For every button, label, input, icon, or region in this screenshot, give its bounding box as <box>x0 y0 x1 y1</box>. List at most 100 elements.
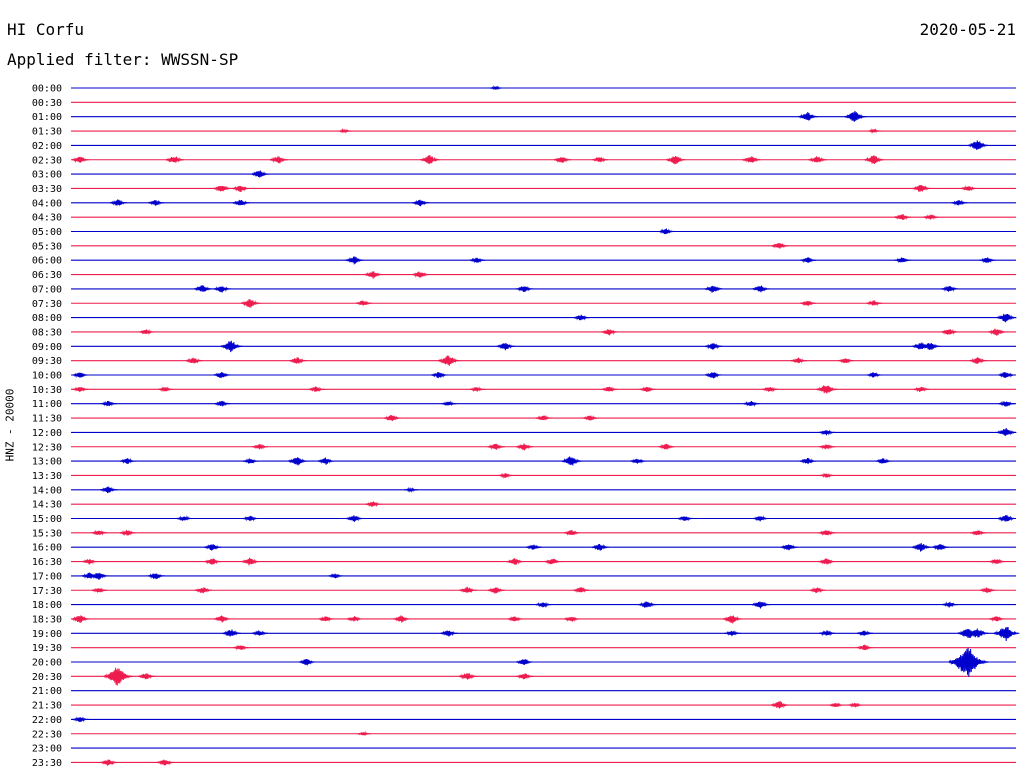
row-time-label: 19:30 <box>32 643 62 654</box>
seismic-event <box>637 601 657 608</box>
seismic-event <box>404 486 418 493</box>
seismic-event <box>506 616 524 622</box>
seismic-event <box>308 386 325 392</box>
seismic-event <box>469 257 486 264</box>
seismic-event <box>988 558 1006 565</box>
seismic-event <box>582 415 599 421</box>
seismic-event <box>844 110 867 122</box>
seismic-event <box>298 659 316 666</box>
row-time-label: 02:00 <box>32 141 62 152</box>
seismic-event <box>743 401 760 407</box>
seismic-event <box>704 285 723 293</box>
row-time-label: 07:00 <box>32 284 62 295</box>
seismic-event <box>440 630 458 637</box>
row-time-label: 06:00 <box>32 256 62 267</box>
seismic-event <box>591 544 609 551</box>
row-time-label: 10:30 <box>32 385 62 396</box>
seismic-event <box>563 616 580 622</box>
seismic-event <box>998 400 1015 407</box>
seismic-event <box>535 414 552 421</box>
seismic-event <box>365 501 382 508</box>
seismic-event <box>72 716 89 723</box>
seismic-event <box>430 372 449 379</box>
seismic-event <box>250 170 270 178</box>
seismic-event <box>515 286 534 293</box>
seismic-event <box>818 530 836 536</box>
seismic-event <box>864 155 885 165</box>
seismic-event <box>893 214 912 220</box>
seismic-event <box>138 328 155 335</box>
station-title: HI Corfu <box>7 20 85 39</box>
seismic-event <box>819 472 835 478</box>
seismic-event <box>515 443 534 451</box>
row-time-label: 18:00 <box>32 600 62 611</box>
row-time-label: 02:30 <box>32 155 62 166</box>
row-time-label: 20:30 <box>32 672 62 683</box>
row-time-label: 00:00 <box>32 84 62 95</box>
seismic-event <box>489 85 504 91</box>
seismic-event <box>790 357 807 364</box>
seismic-event <box>441 400 457 407</box>
row-time-label: 00:30 <box>32 98 62 109</box>
seismic-event <box>194 587 212 594</box>
row-time-label: 20:00 <box>32 658 62 669</box>
seismic-event <box>941 328 959 336</box>
seismic-event <box>269 156 289 164</box>
seismic-event <box>487 587 505 594</box>
seismic-event <box>392 615 411 623</box>
seismic-event <box>996 428 1017 436</box>
seismic-event <box>317 616 335 622</box>
seismic-event <box>193 285 213 292</box>
seismic-event <box>799 300 817 307</box>
row-time-label: 05:00 <box>32 227 62 238</box>
seismic-event <box>770 242 789 249</box>
row-time-label: 21:00 <box>32 686 62 697</box>
seismic-event <box>704 343 723 350</box>
filter-name: WWSSN-SP <box>161 50 239 69</box>
seismic-event <box>515 659 534 665</box>
row-time-label: 04:00 <box>32 198 62 209</box>
row-time-label: 01:00 <box>32 112 62 123</box>
row-time-label: 07:30 <box>32 299 62 310</box>
seismic-event <box>99 759 118 766</box>
seismic-event <box>89 572 109 580</box>
seismic-event <box>818 630 835 637</box>
seismic-event <box>437 355 461 366</box>
seismic-event <box>213 615 231 623</box>
seismic-event <box>573 314 590 321</box>
filter-label: Applied filter: <box>7 50 152 69</box>
row-time-label: 09:30 <box>32 356 62 367</box>
seismic-event <box>525 544 543 550</box>
seismic-event <box>496 342 515 351</box>
seismic-event <box>240 299 261 308</box>
seismic-event <box>658 443 675 450</box>
seismic-event <box>639 386 656 393</box>
seismic-event <box>251 630 269 636</box>
seismic-event <box>165 156 185 163</box>
seismic-event <box>997 372 1016 378</box>
seismic-event <box>780 544 798 551</box>
row-time-label: 15:30 <box>32 528 62 539</box>
row-time-label: 21:30 <box>32 701 62 712</box>
seismic-event <box>355 300 372 306</box>
seismic-event <box>818 558 836 565</box>
seismic-event <box>72 372 89 378</box>
seismic-event <box>951 199 968 206</box>
seismic-event <box>658 228 675 235</box>
seismic-event <box>941 601 958 608</box>
seismic-event <box>419 154 441 165</box>
seismic-event <box>81 559 98 565</box>
seismic-event <box>459 586 477 594</box>
row-time-label: 13:00 <box>32 457 62 468</box>
row-time-label: 06:30 <box>32 270 62 281</box>
seismic-event <box>287 457 308 466</box>
row-time-label: 10:00 <box>32 371 62 382</box>
seismic-event <box>799 257 817 264</box>
row-time-label: 01:30 <box>32 127 62 138</box>
row-time-label: 16:00 <box>32 543 62 554</box>
seismic-event <box>242 515 259 522</box>
seismic-event <box>100 400 117 407</box>
seismic-event <box>185 357 203 364</box>
seismic-event <box>119 530 136 536</box>
seismic-event <box>176 515 193 521</box>
